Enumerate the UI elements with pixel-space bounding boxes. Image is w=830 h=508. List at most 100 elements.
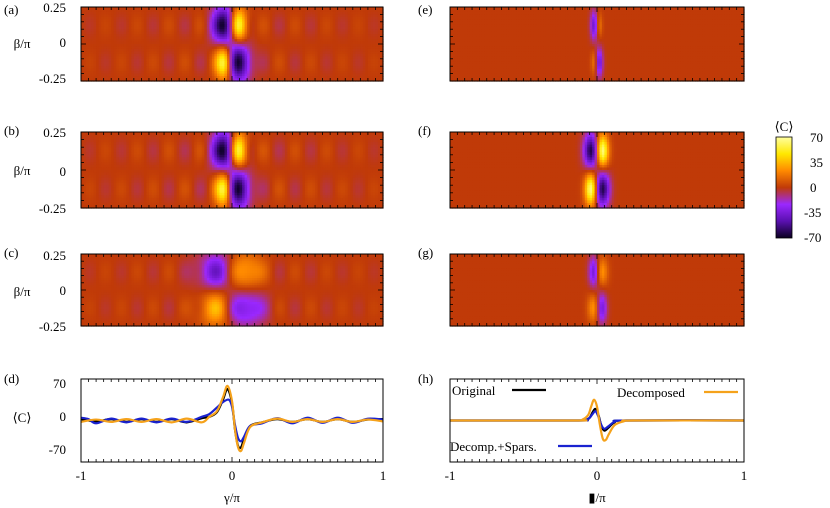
heatmap-cell [370, 66, 374, 70]
heatmap-cell [111, 21, 115, 25]
heatmap-cell [322, 66, 326, 70]
heatmap-cell [252, 19, 256, 23]
heatmap-cell [370, 19, 374, 23]
heatmap-cell [113, 36, 117, 40]
heatmap-cell [279, 56, 283, 60]
heatmap-cell [292, 61, 296, 65]
heatmap-cell [237, 24, 241, 28]
heatmap-cell [312, 31, 316, 35]
heatmap-cell [239, 66, 243, 70]
heatmap-cell [143, 36, 148, 40]
heatmap-cell [320, 31, 324, 35]
heatmap-cell [282, 29, 286, 33]
heatmap-cell [128, 16, 132, 20]
heatmap-cell [131, 58, 135, 62]
heatmap-cell [370, 46, 374, 50]
heatmap-cell [133, 51, 137, 55]
heatmap-cell [123, 7, 127, 11]
heatmap-cell [327, 56, 331, 60]
heatmap-cell [254, 56, 258, 60]
heatmap-cell [377, 11, 382, 15]
heatmap-cell [282, 63, 286, 67]
heatmap-cell [257, 44, 261, 48]
heatmap-cell [360, 56, 364, 60]
heatmap-cell [352, 26, 356, 30]
heatmap-cell [151, 29, 155, 33]
heatmap-cell [242, 29, 246, 33]
heatmap-cell [108, 39, 112, 43]
heatmap-cell [219, 48, 223, 52]
heatmap-cell [201, 34, 205, 38]
heatmap-cell [206, 36, 210, 40]
heatmap-cell [347, 66, 351, 70]
heatmap-cell [315, 46, 319, 50]
heatmap-cell [264, 24, 268, 28]
heatmap-cell [362, 9, 366, 13]
heatmap-cell [161, 34, 165, 38]
heatmap-cell [249, 24, 253, 28]
heatmap-cell [101, 66, 105, 70]
heatmap-cell [164, 11, 168, 15]
heatmap-cell [242, 39, 246, 43]
heatmap-cell [320, 16, 324, 20]
heatmap-cell [262, 61, 266, 65]
heatmap-cell [252, 9, 256, 13]
heatmap-cell [123, 44, 127, 48]
heatmap-cell [211, 7, 215, 11]
heatmap-cell [237, 58, 241, 62]
heatmap-cell [252, 48, 256, 52]
heatmap-cell [206, 53, 210, 57]
heatmap-cell [272, 61, 276, 65]
heatmap-cell [289, 63, 293, 67]
heatmap-cell [174, 41, 178, 45]
heatmap-cell [355, 7, 359, 11]
heatmap-cell [118, 21, 122, 25]
heatmap-cell [103, 56, 107, 60]
heatmap-cell [128, 21, 132, 25]
heatmap-cell [370, 48, 374, 52]
heatmap-cell [91, 16, 95, 20]
heatmap-cell [347, 9, 351, 13]
heatmap-cell [174, 46, 178, 50]
heatmap-cell [259, 61, 263, 65]
heatmap-cell [287, 9, 291, 13]
heatmap-cell [123, 36, 127, 40]
heatmap-cell [126, 29, 130, 33]
heatmap-cell [377, 34, 382, 38]
heatmap-cell [284, 39, 288, 43]
heatmap-cell [315, 58, 319, 62]
heatmap-cell [375, 11, 379, 15]
heatmap-cell [111, 48, 115, 52]
heatmap-cell [325, 29, 329, 33]
heatmap-cell [216, 11, 221, 15]
heatmap-cell [216, 16, 221, 20]
heatmap-cell [262, 44, 266, 48]
heatmap-cell [214, 36, 218, 40]
heatmap-cell [304, 19, 309, 23]
heatmap-cell [277, 56, 281, 60]
heatmap-cell [151, 36, 155, 40]
heatmap-cell [219, 11, 223, 15]
heatmap-cell [360, 36, 364, 40]
heatmap-cell [123, 66, 127, 70]
heatmap-cell [123, 41, 127, 45]
heatmap-cell [199, 31, 203, 35]
heatmap-cell [186, 51, 190, 55]
heatmap-cell [116, 24, 120, 28]
heatmap-cell [317, 46, 321, 50]
heatmap-cell [310, 46, 314, 50]
heatmap-cell [106, 16, 110, 20]
heatmap-cell [96, 21, 100, 25]
heatmap-cell [352, 9, 356, 13]
heatmap-cell [342, 56, 346, 60]
heatmap-cell [322, 26, 326, 30]
heatmap-cell [249, 31, 253, 35]
heatmap-cell [292, 48, 296, 52]
heatmap-cell [345, 36, 349, 40]
heatmap-cell [282, 51, 286, 55]
heatmap-cell [189, 24, 193, 28]
heatmap-cell [237, 14, 241, 18]
heatmap-cell [121, 26, 125, 30]
heatmap-cell [118, 56, 122, 60]
heatmap-cell [116, 19, 120, 23]
